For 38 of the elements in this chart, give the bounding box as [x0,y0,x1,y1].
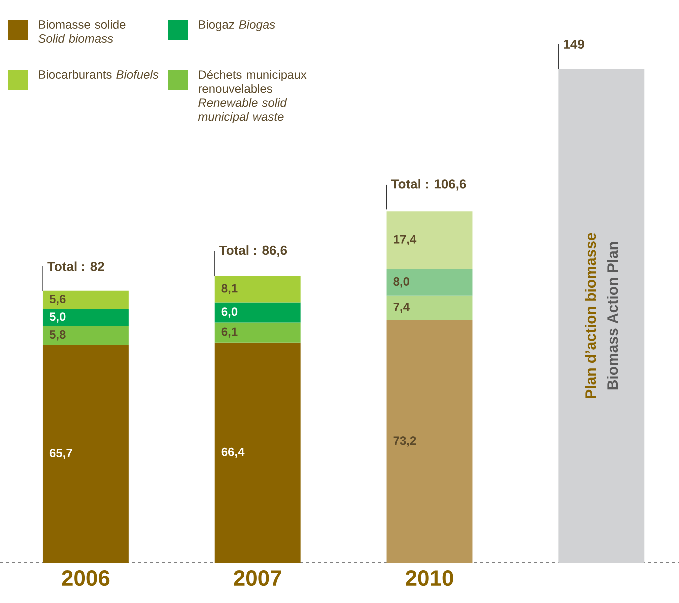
x-tick-label: 2010 [406,570,454,586]
bar [386,296,473,320]
legend-label: Biogaz Biogas [199,20,276,32]
data-label: 8,0 [394,277,410,288]
bar [386,212,473,270]
legend-label: Biomasse solide Solid biomass [38,20,126,44]
bar [214,342,301,563]
bar [386,320,473,563]
data-label: 65,7 [50,449,72,460]
data-label: 73,2 [394,436,416,447]
bar [386,269,473,296]
data-label: 5,0 [50,312,66,323]
data-label: 5,6 [50,295,66,306]
x-tick-label: 2006 [62,570,110,586]
data-label: 8,1 [222,284,238,294]
annotation: Biomass Action Plan [607,242,618,390]
data-label: 17,4 [394,235,417,246]
legend-label: Déchets municipaux renouvelables Renewable solid municipal waste [198,70,307,124]
bar [42,309,129,326]
x-tick-label: 2007 [234,570,282,586]
bar [214,276,301,303]
data-label: 66,4 [222,448,245,458]
annotation: 149 [564,40,584,50]
annotation: Total : 82 [48,262,104,272]
bar [558,69,645,563]
bar [42,345,129,563]
annotation: Total : 86,6 [220,246,288,257]
data-label: 5,8 [50,330,66,341]
data-label: 6,1 [222,328,238,338]
bar [42,290,129,310]
bar [214,302,301,323]
annotation: Total : 106,6 [391,179,466,191]
legend-label: Biocarburants Biofuels [39,70,159,79]
annotation: Plan d’action biomasse [585,233,596,398]
bar [214,322,301,343]
data-label: 7,4 [394,303,410,314]
bar [42,326,129,346]
data-label: 6,0 [222,308,238,318]
